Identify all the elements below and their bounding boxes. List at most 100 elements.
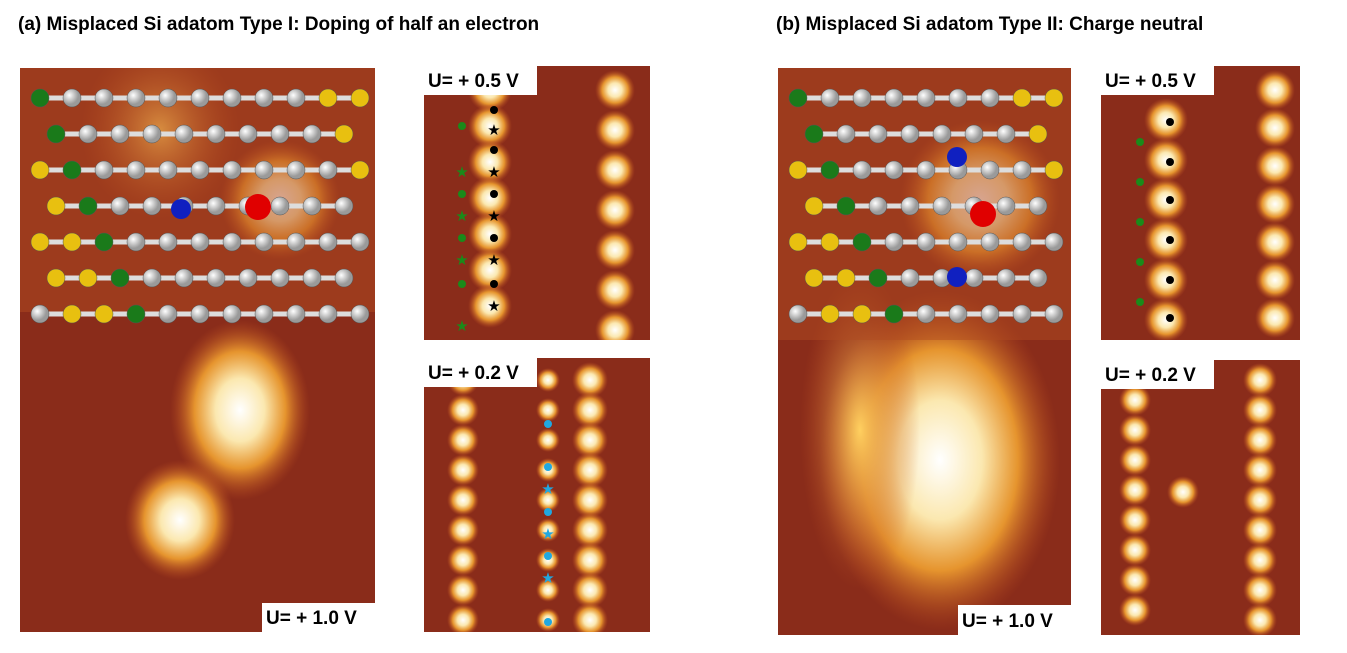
stm-image [778, 68, 1071, 635]
bright-spot [572, 572, 608, 608]
bright-spot [1119, 564, 1151, 596]
atom [126, 88, 146, 108]
atom [270, 268, 290, 288]
atom [30, 304, 50, 324]
bright-spot [468, 176, 512, 220]
bright-spot [1255, 70, 1295, 110]
atom [46, 196, 66, 216]
atom [190, 232, 210, 252]
bright-spot [447, 454, 479, 486]
atom [1044, 88, 1064, 108]
atom [948, 304, 968, 324]
bright-spot [1255, 184, 1295, 224]
atom [78, 124, 98, 144]
panel-title: (a) Misplaced Si adatom Type I: Doping o… [18, 14, 539, 35]
atom [1044, 160, 1064, 180]
atom [302, 124, 322, 144]
atom [996, 124, 1016, 144]
bright-spot [468, 140, 512, 184]
dot-marker [544, 463, 552, 471]
dot-marker [458, 280, 466, 288]
bright-spot [1243, 483, 1277, 517]
bright-spot [1119, 384, 1151, 416]
label-box [424, 66, 537, 95]
dot-marker [1136, 258, 1144, 266]
atom [980, 88, 1000, 108]
atom [836, 124, 856, 144]
bright-spot [572, 392, 608, 428]
image-label: U= + 0.5 V [1105, 71, 1196, 92]
bright-spot [536, 578, 560, 602]
star-marker: ★ [541, 570, 554, 587]
atom [868, 268, 888, 288]
bright-spot [447, 394, 479, 426]
bright-spot [595, 190, 635, 230]
bright-spot [595, 270, 635, 310]
dot-marker [1166, 118, 1174, 126]
bright-spot [572, 542, 608, 578]
bright-spot [1243, 453, 1277, 487]
dot-marker [544, 618, 552, 626]
atom [110, 268, 130, 288]
atom [900, 196, 920, 216]
atom [318, 304, 338, 324]
image-label: U= + 0.5 V [428, 71, 519, 92]
atom [142, 196, 162, 216]
atom [1012, 88, 1032, 108]
bright-spot [572, 452, 608, 488]
atom [788, 160, 808, 180]
atom [932, 124, 952, 144]
bright-spot [1255, 108, 1295, 148]
image-label: U= + 0.2 V [428, 363, 519, 384]
dot-marker [1166, 276, 1174, 284]
bright-spot [447, 424, 479, 456]
atom [916, 160, 936, 180]
dot-marker [1136, 178, 1144, 186]
atom [46, 268, 66, 288]
dot-marker [544, 420, 552, 428]
atom [1012, 160, 1032, 180]
bright-spot [536, 518, 560, 542]
atom [1028, 196, 1048, 216]
dot-marker [490, 280, 498, 288]
atom [788, 304, 808, 324]
atom [900, 124, 920, 144]
atom [110, 124, 130, 144]
atom [852, 88, 872, 108]
atom [158, 304, 178, 324]
bright-spot [447, 574, 479, 606]
atom [820, 304, 840, 324]
atom [302, 196, 322, 216]
atom [158, 88, 178, 108]
bright-spot [1119, 534, 1151, 566]
atom [836, 268, 856, 288]
atom [142, 268, 162, 288]
label-box [1101, 360, 1214, 389]
atom [852, 304, 872, 324]
atom [62, 88, 82, 108]
bright-spot [536, 368, 560, 392]
bright-spot [536, 428, 560, 452]
stm-image [20, 68, 375, 632]
atom [245, 194, 271, 220]
atom [78, 196, 98, 216]
atom [46, 124, 66, 144]
atom [1044, 232, 1064, 252]
atom [916, 304, 936, 324]
image-label: U= + 0.2 V [1105, 365, 1196, 386]
atom [980, 232, 1000, 252]
bright-spot [447, 514, 479, 546]
dot-marker [490, 106, 498, 114]
atom [254, 232, 274, 252]
bright-spot [1243, 423, 1277, 457]
atom [110, 196, 130, 216]
bright-spot [536, 488, 560, 512]
atom [1044, 304, 1064, 324]
star-marker: ★ [455, 252, 468, 269]
atom [820, 160, 840, 180]
bright-spot [125, 460, 235, 580]
bright-spot [1119, 474, 1151, 506]
star-marker: ★ [455, 318, 468, 335]
stm-image [1101, 66, 1300, 340]
atom [350, 88, 370, 108]
